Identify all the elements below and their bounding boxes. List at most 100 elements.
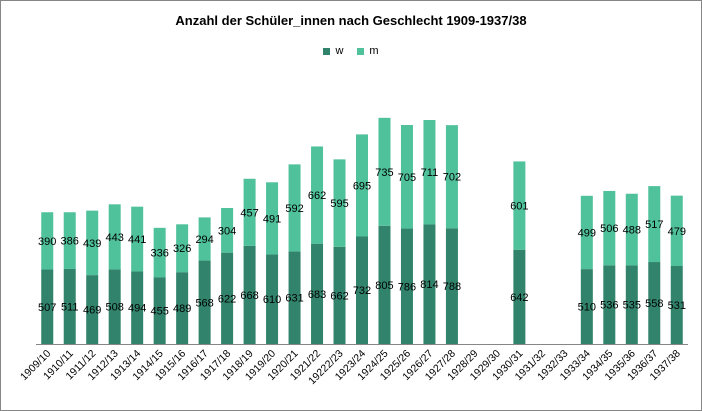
data-label-m: 336 [150,247,168,259]
data-label-m: 506 [600,223,618,235]
bar-m [445,125,458,229]
bar-w [603,265,616,344]
data-label-w: 531 [668,300,686,312]
bar-w [625,265,638,344]
bar-w [108,269,121,344]
data-label-m: 595 [330,198,348,210]
bar-w [423,224,436,344]
bar-w [445,228,458,344]
legend-item-m: m [357,45,379,57]
data-label-m: 705 [398,172,416,184]
bar-w [333,246,346,344]
data-label-m: 702 [443,172,461,184]
bar-m [153,227,166,278]
bar-w [176,272,189,344]
data-label-w: 535 [623,300,641,312]
data-label-w: 455 [150,306,168,318]
bar-m [603,190,616,266]
bar-m [625,193,638,266]
bar-m [131,206,144,272]
data-label-w: 732 [353,285,371,297]
data-label-w: 814 [420,279,438,291]
bar-m [356,134,368,237]
data-label-m: 439 [83,238,101,250]
bar-m [311,146,324,244]
data-label-m: 443 [106,232,124,244]
data-label-w: 805 [375,280,393,292]
data-label-w: 788 [443,281,461,293]
bar-w [378,225,391,344]
data-label-m: 390 [38,236,56,248]
data-label-w: 489 [173,303,191,315]
data-label-w: 622 [218,293,236,305]
bar-m [423,120,436,225]
bar-w [86,275,99,344]
data-label-m: 711 [421,167,439,179]
data-label-m: 488 [623,225,641,237]
bar-w [356,236,368,344]
data-label-m: 386 [61,236,79,248]
bar-m [513,161,526,250]
data-label-w: 786 [398,281,416,293]
data-label-m: 735 [375,167,393,179]
data-label-w: 631 [285,293,303,305]
bar-w [243,245,256,344]
legend: w m [1,45,701,57]
data-label-w: 568 [195,297,213,309]
data-label-w: 507 [38,302,56,314]
bar-w [266,254,279,344]
data-label-m: 592 [285,203,303,215]
bar-w [648,262,661,344]
bar-w [41,269,54,344]
bar-m [333,159,346,247]
data-label-w: 642 [510,292,528,304]
bar-w [288,251,301,344]
data-label-m: 479 [668,226,686,238]
bar-m [243,178,256,246]
legend-swatch-w [323,47,331,55]
data-label-w: 508 [106,302,124,314]
bar-w [221,252,234,344]
bar-m [400,125,413,229]
data-label-m: 662 [308,190,326,202]
bar-m [63,212,76,269]
bar-m [108,204,121,270]
chart-title: Anzahl der Schüler_innen nach Geschlecht… [175,13,527,28]
bar-m [266,182,279,255]
bar-m [221,207,234,253]
bar-m [670,195,683,267]
bar-w [311,243,324,344]
data-label-m: 326 [173,243,191,255]
data-label-w: 510 [578,302,596,314]
data-label-w: 668 [240,290,258,302]
bar-m [198,217,211,261]
bar-m [288,164,301,252]
data-label-w: 662 [330,290,348,302]
data-label-w: 683 [308,289,326,301]
legend-item-w: w [323,45,343,57]
bar-m [648,186,661,263]
data-label-w: 610 [263,294,281,306]
data-label-m: 441 [128,234,146,246]
data-label-m: 304 [218,225,236,237]
bar-w [400,228,413,344]
bar-m [176,224,189,273]
legend-swatch-m [357,47,365,55]
data-label-w: 469 [83,305,101,317]
data-label-m: 517 [645,219,663,231]
bar-w [153,277,166,344]
data-label-m: 457 [240,207,258,219]
bar-w [670,266,683,344]
data-label-m: 294 [195,234,213,246]
data-label-m: 695 [353,180,371,192]
data-label-m: 499 [578,227,596,239]
bar-w [580,269,593,344]
bar-m [580,195,593,270]
bar-w [63,268,76,344]
data-label-w: 494 [128,303,146,315]
data-label-w: 536 [600,300,618,312]
bar-m [41,212,54,270]
bar-w [513,249,526,344]
